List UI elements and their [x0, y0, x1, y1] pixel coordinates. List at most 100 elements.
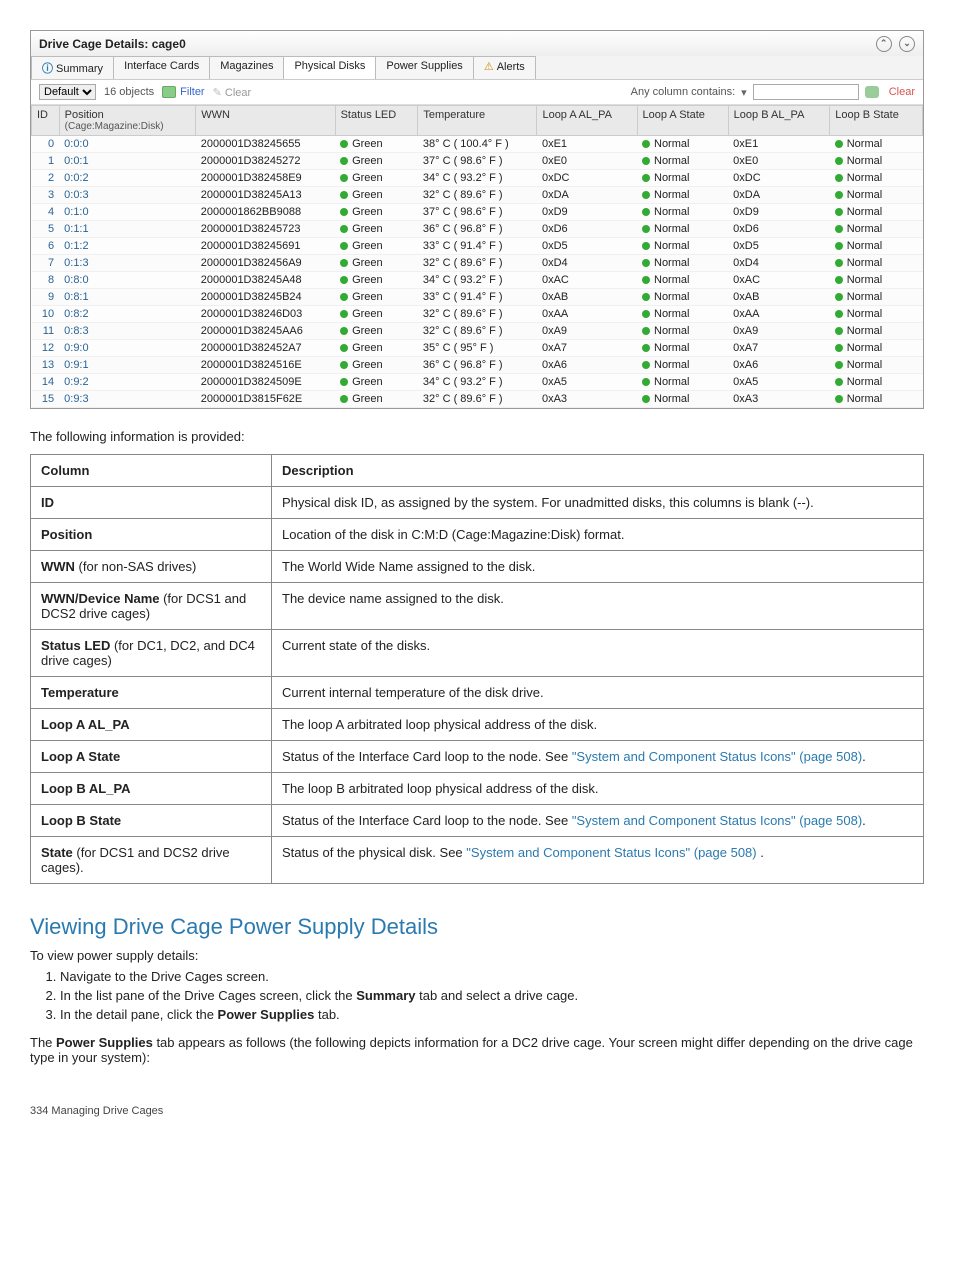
filter-button[interactable]: Filter: [162, 86, 204, 98]
desc-row: WWN/Device Name (for DCS1 and DCS2 drive…: [31, 583, 924, 630]
cell-temp: 38° C ( 100.4° F ): [418, 136, 537, 153]
filter-input[interactable]: [753, 84, 859, 100]
status-dot-icon: [642, 174, 650, 182]
cell-statusled: Green: [335, 272, 418, 289]
cell-position: 0:8:2: [59, 306, 196, 323]
cell-loopb-al: 0xA9: [728, 323, 830, 340]
cell-temp: 34° C ( 93.2° F ): [418, 272, 537, 289]
cell-statusled: Green: [335, 289, 418, 306]
desc-col: Position: [31, 519, 272, 551]
table-row[interactable]: 110:8:32000001D38245AA6Green32° C ( 89.6…: [32, 323, 923, 340]
cell-loopa-state: Normal: [637, 136, 728, 153]
col-wwn[interactable]: WWN: [196, 106, 335, 136]
table-row[interactable]: 130:9:12000001D3824516EGreen36° C ( 96.8…: [32, 357, 923, 374]
cell-statusled: Green: [335, 323, 418, 340]
desc-desc-header: Description: [272, 455, 924, 487]
clear-link[interactable]: Clear: [889, 86, 915, 98]
reference-link[interactable]: "System and Component Status Icons" (pag…: [572, 749, 862, 764]
expand-icon[interactable]: ⌄: [899, 36, 915, 52]
col-loopb-al[interactable]: Loop B AL_PA: [728, 106, 830, 136]
cell-wwn: 2000001862BB9088: [196, 204, 335, 221]
cell-loopa-al: 0xD5: [537, 238, 637, 255]
status-dot-icon: [642, 276, 650, 284]
collapse-icon[interactable]: ⌃: [876, 36, 892, 52]
cell-temp: 33° C ( 91.4° F ): [418, 289, 537, 306]
col-statusled[interactable]: Status LED: [335, 106, 418, 136]
tab-physical-disks[interactable]: Physical Disks: [283, 56, 376, 79]
table-row[interactable]: 00:0:02000001D38245655Green38° C ( 100.4…: [32, 136, 923, 153]
cell-statusled: Green: [335, 170, 418, 187]
cell-loopb-state: Normal: [830, 391, 923, 408]
physical-disks-table: ID Position (Cage:Magazine:Disk) WWN Sta…: [31, 105, 923, 408]
table-row[interactable]: 60:1:22000001D38245691Green33° C ( 91.4°…: [32, 238, 923, 255]
cell-loopb-state: Normal: [830, 136, 923, 153]
cell-temp: 32° C ( 89.6° F ): [418, 187, 537, 204]
cell-loopa-al: 0xA5: [537, 374, 637, 391]
comment-icon[interactable]: [865, 86, 879, 98]
status-dot-icon: [835, 378, 843, 386]
status-dot-icon: [642, 259, 650, 267]
cell-loopb-al: 0xD4: [728, 255, 830, 272]
col-temp[interactable]: Temperature: [418, 106, 537, 136]
tab-interface-cards[interactable]: Interface Cards: [113, 56, 210, 79]
cell-loopb-state: Normal: [830, 357, 923, 374]
tab-magazines[interactable]: Magazines: [209, 56, 284, 79]
table-row[interactable]: 70:1:32000001D382456A9Green32° C ( 89.6°…: [32, 255, 923, 272]
table-row[interactable]: 140:9:22000001D3824509EGreen34° C ( 93.2…: [32, 374, 923, 391]
desc-text: Physical disk ID, as assigned by the sys…: [272, 487, 924, 519]
dropdown-icon[interactable]: ▾: [741, 86, 747, 99]
desc-col: Loop A State: [31, 741, 272, 773]
col-position[interactable]: Position (Cage:Magazine:Disk): [59, 106, 196, 136]
table-row[interactable]: 80:8:02000001D38245A48Green34° C ( 93.2°…: [32, 272, 923, 289]
cell-loopb-al: 0xAC: [728, 272, 830, 289]
desc-text: The loop B arbitrated loop physical addr…: [272, 773, 924, 805]
cell-position: 0:0:2: [59, 170, 196, 187]
cell-id: 6: [32, 238, 60, 255]
table-row[interactable]: 100:8:22000001D38246D03Green32° C ( 89.6…: [32, 306, 923, 323]
reference-link[interactable]: "System and Component Status Icons" (pag…: [466, 845, 756, 860]
cell-loopa-state: Normal: [637, 306, 728, 323]
cell-loopa-state: Normal: [637, 323, 728, 340]
cell-position: 0:0:3: [59, 187, 196, 204]
cell-loopa-al: 0xD6: [537, 221, 637, 238]
cell-wwn: 2000001D382456A9: [196, 255, 335, 272]
table-row[interactable]: 10:0:12000001D38245272Green37° C ( 98.6°…: [32, 153, 923, 170]
desc-row: Status LED (for DC1, DC2, and DC4 drive …: [31, 630, 924, 677]
status-dot-icon: [340, 191, 348, 199]
cell-position: 0:1:3: [59, 255, 196, 272]
cell-wwn: 2000001D38245AA6: [196, 323, 335, 340]
col-id[interactable]: ID: [32, 106, 60, 136]
status-dot-icon: [340, 157, 348, 165]
desc-col: ID: [31, 487, 272, 519]
col-loopa-al[interactable]: Loop A AL_PA: [537, 106, 637, 136]
cell-wwn: 2000001D38245691: [196, 238, 335, 255]
cell-loopa-state: Normal: [637, 170, 728, 187]
col-loopb-state[interactable]: Loop B State: [830, 106, 923, 136]
table-row[interactable]: 20:0:22000001D382458E9Green34° C ( 93.2°…: [32, 170, 923, 187]
tab-summary[interactable]: ⓘSummary: [31, 56, 114, 79]
table-row[interactable]: 50:1:12000001D38245723Green36° C ( 96.8°…: [32, 221, 923, 238]
after-steps-text: The Power Supplies tab appears as follow…: [30, 1035, 924, 1065]
reference-link[interactable]: "System and Component Status Icons" (pag…: [572, 813, 862, 828]
table-row[interactable]: 30:0:32000001D38245A13Green32° C ( 89.6°…: [32, 187, 923, 204]
desc-row: PositionLocation of the disk in C:M:D (C…: [31, 519, 924, 551]
tab-power-supplies[interactable]: Power Supplies: [375, 56, 473, 79]
status-dot-icon: [642, 327, 650, 335]
table-row[interactable]: 90:8:12000001D38245B24Green33° C ( 91.4°…: [32, 289, 923, 306]
desc-row: Loop B StateStatus of the Interface Card…: [31, 805, 924, 837]
desc-row: Loop A AL_PAThe loop A arbitrated loop p…: [31, 709, 924, 741]
col-loopa-state[interactable]: Loop A State: [637, 106, 728, 136]
status-dot-icon: [835, 174, 843, 182]
table-row[interactable]: 120:9:02000001D382452A7Green35° C ( 95° …: [32, 340, 923, 357]
table-row[interactable]: 150:9:32000001D3815F62EGreen32° C ( 89.6…: [32, 391, 923, 408]
cell-loopb-al: 0xD5: [728, 238, 830, 255]
cell-loopa-state: Normal: [637, 187, 728, 204]
table-row[interactable]: 40:1:02000001862BB9088Green37° C ( 98.6°…: [32, 204, 923, 221]
cell-statusled: Green: [335, 306, 418, 323]
status-dot-icon: [340, 310, 348, 318]
cell-loopa-state: Normal: [637, 153, 728, 170]
view-select[interactable]: Default: [39, 84, 96, 100]
desc-col: Temperature: [31, 677, 272, 709]
tab-alerts[interactable]: ⚠Alerts: [473, 56, 536, 79]
status-dot-icon: [340, 327, 348, 335]
